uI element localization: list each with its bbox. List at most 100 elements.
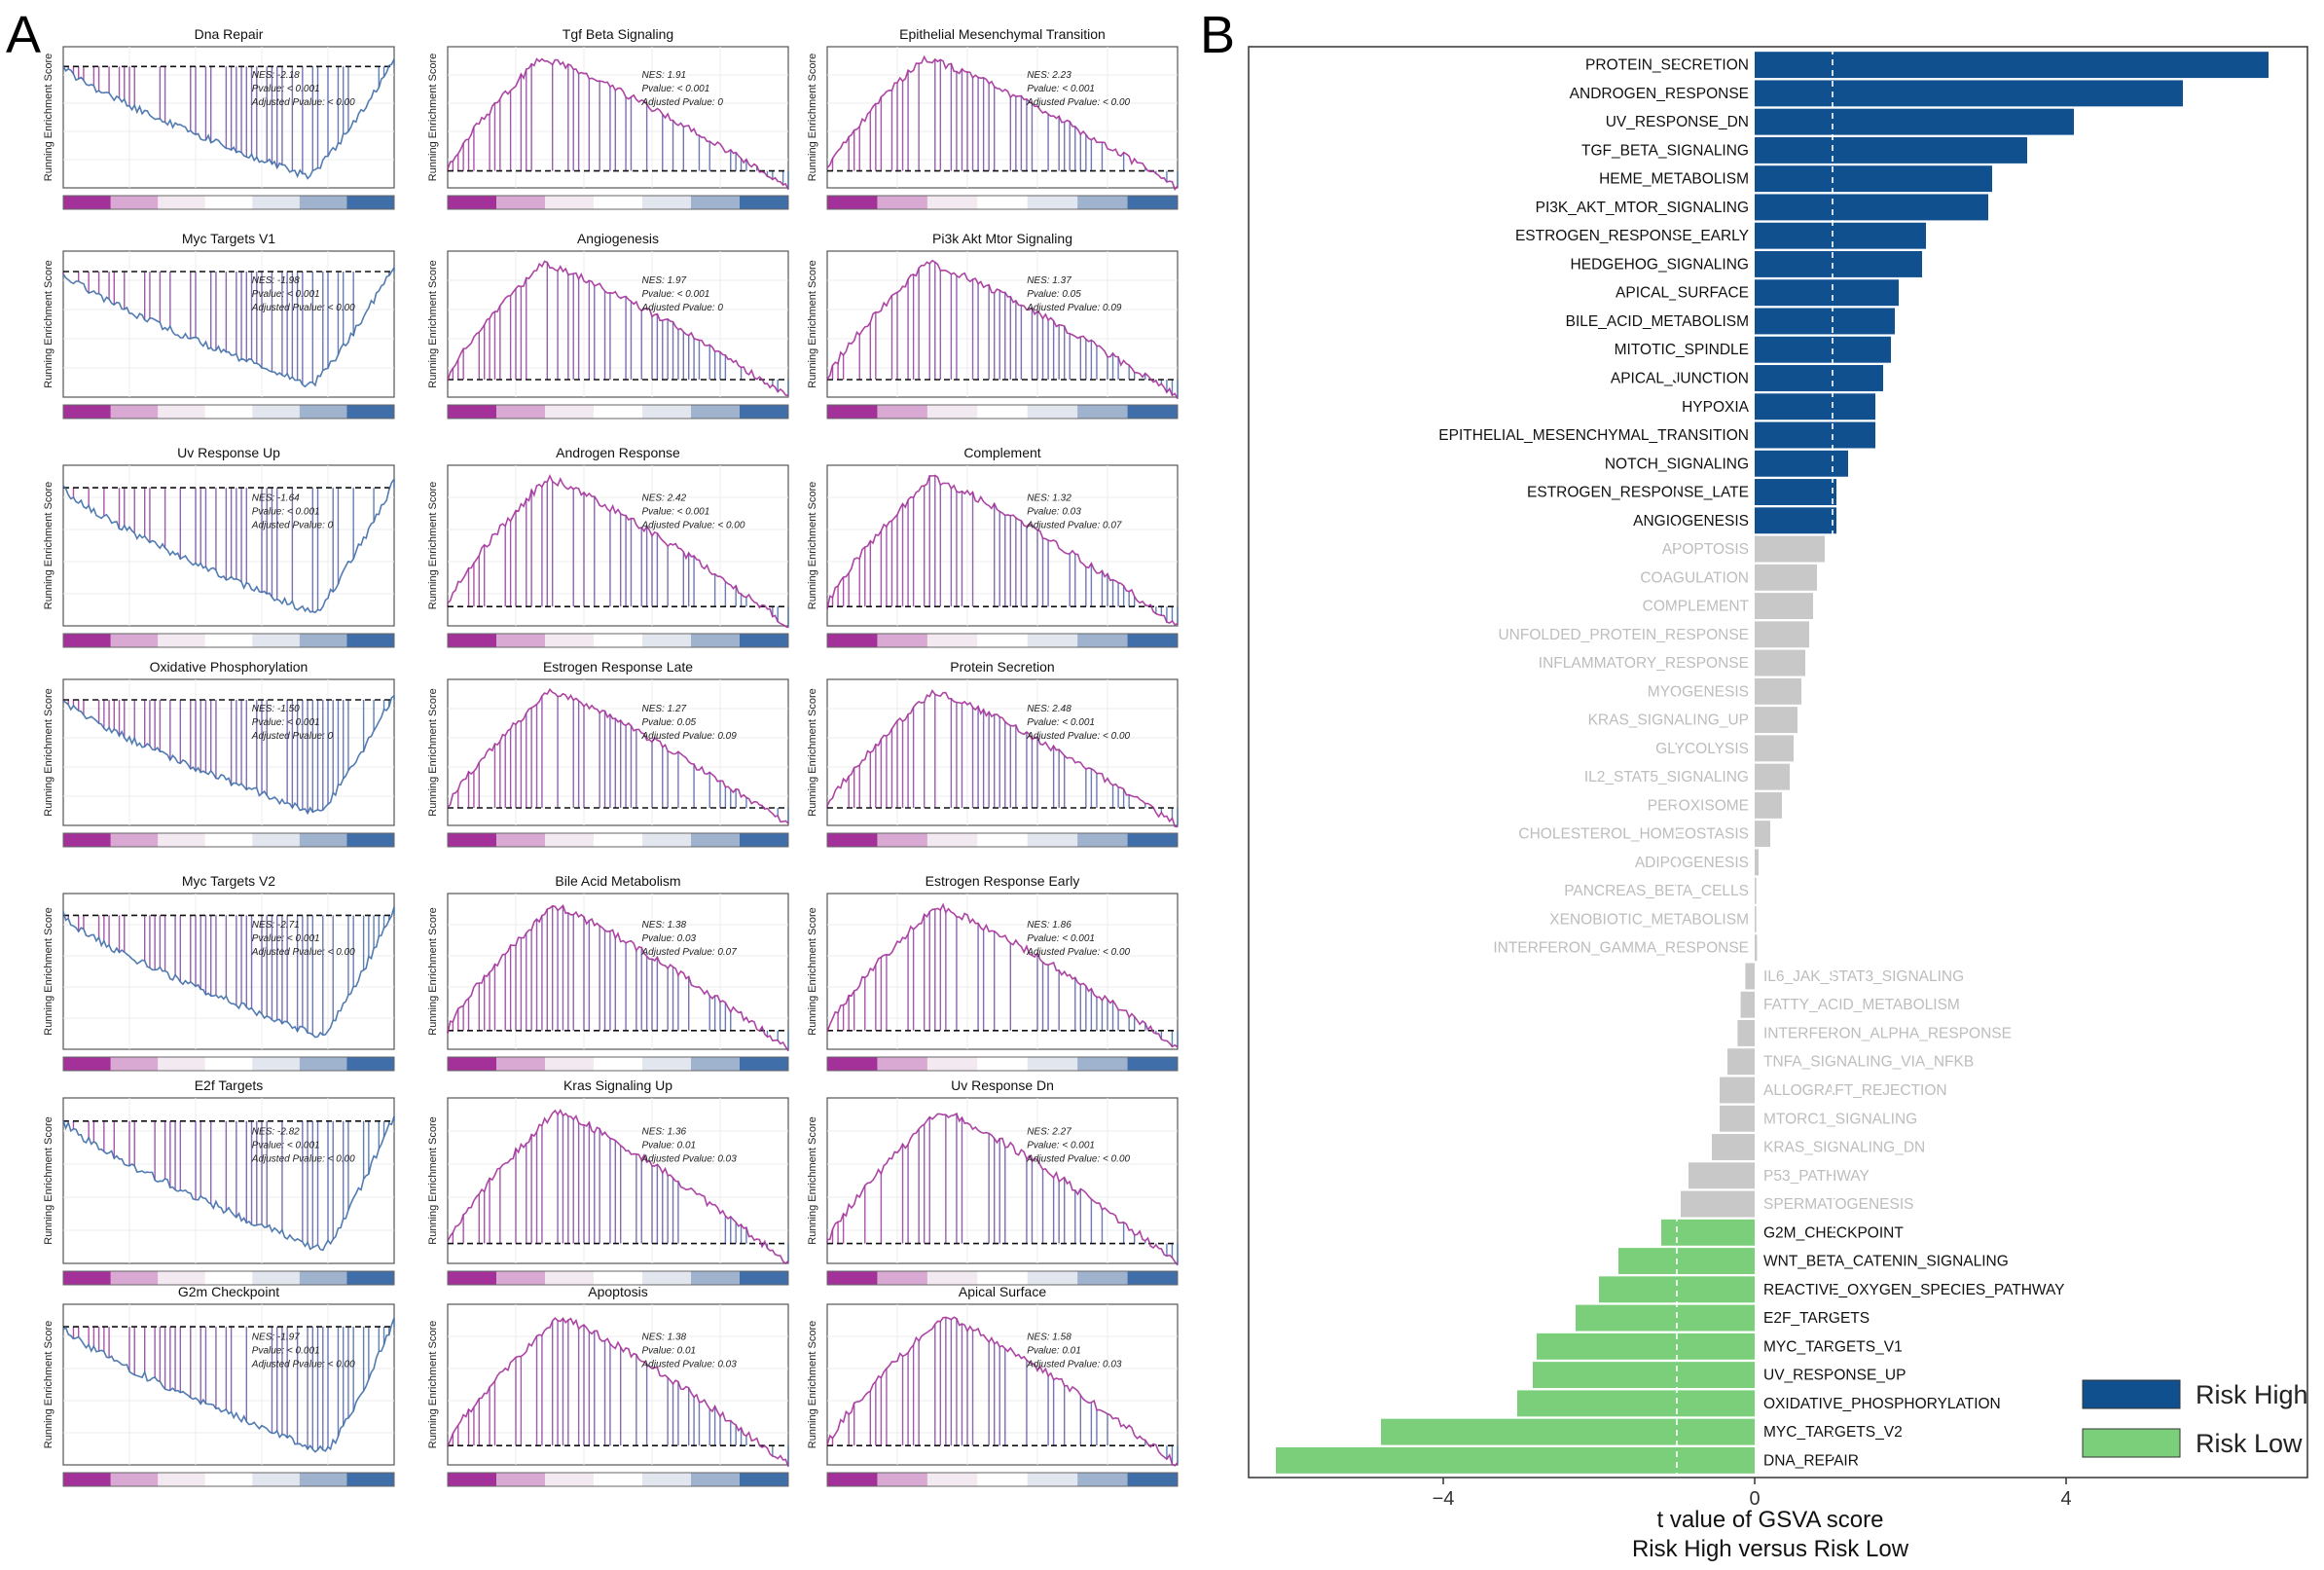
rank-strip-segment xyxy=(740,405,789,419)
gsea-plot-frame xyxy=(826,893,1179,1050)
rank-strip-segment xyxy=(448,1271,497,1285)
enrichment-curve xyxy=(447,904,789,1052)
rank-strip-frame xyxy=(62,633,395,648)
enrichment-curve xyxy=(62,58,395,180)
bar-label: MITOTIC_SPINDLE xyxy=(1615,342,1749,358)
enrichment-curve xyxy=(826,259,1179,400)
gsea-plot: Uv Response Dn Running Enrichment Score NE… xyxy=(807,1077,1179,1286)
rank-strip-segment xyxy=(204,196,253,209)
rank-strip-segment xyxy=(594,833,643,847)
rank-strip-segment xyxy=(877,405,928,419)
gsea-plot: Complement Running Enrichment Score NES: 1… xyxy=(807,445,1179,648)
bar-label: PI3K_AKT_MTOR_SIGNALING xyxy=(1536,200,1749,216)
rank-strip-segment xyxy=(1077,196,1129,209)
pvalue-text: Pvalue: < 0.001 xyxy=(252,289,320,300)
gsea-plot-title: Bile Acid Metabolism xyxy=(555,873,680,889)
bar-label: APICAL_SURFACE xyxy=(1616,285,1749,302)
gsea-plot: Pi3k Akt Mtor Signaling Running Enrichmen… xyxy=(807,231,1179,420)
gsea-plot-title: Kras Signaling Up xyxy=(563,1077,672,1093)
adj-pvalue-text: Adjusted Pvalue: 0.09 xyxy=(1026,303,1122,313)
nes-text: NES: -1.64 xyxy=(252,493,300,503)
bar xyxy=(1755,108,2074,135)
gsea-plot-title: Dna Repair xyxy=(195,26,264,42)
gsea-plot-title: E2f Targets xyxy=(195,1077,264,1093)
nes-text: NES: 1.58 xyxy=(1027,1332,1071,1342)
bar-label: REACTIVE_OXYGEN_SPECIES_PATHWAY xyxy=(1763,1282,2065,1298)
gsea-plot-frame xyxy=(447,678,789,826)
rank-strip-segment xyxy=(252,196,301,209)
y-axis-title: Running Enrichment Score xyxy=(427,1321,439,1448)
gsea-plot-title: Epithelial Mesenchymal Transition xyxy=(899,26,1106,42)
rank-strip-segment xyxy=(1127,634,1179,647)
legend-label-low: Risk Low xyxy=(2196,1429,2303,1458)
pvalue-text: Pvalue: < 0.001 xyxy=(252,506,320,517)
gsea-plot: E2f Targets Running Enrichment Score NES: … xyxy=(43,1077,395,1286)
rank-strip-frame xyxy=(62,832,395,848)
rank-strip-segment xyxy=(642,1057,692,1071)
gsea-plot: Uv Response Up Running Enrichment Score NE… xyxy=(43,445,395,648)
bar xyxy=(1755,393,1875,420)
gsea-plot: Apical Surface Running Enrichment Score NE… xyxy=(807,1284,1179,1487)
gsea-plot-title: Estrogen Response Late xyxy=(543,659,693,675)
nes-text: NES: 1.97 xyxy=(642,275,687,286)
adj-pvalue-text: Adjusted Pvalue: 0.03 xyxy=(641,1153,738,1164)
gsea-plot: Angiogenesis Running Enrichment Score NES:… xyxy=(427,231,789,420)
bar-label: COAGULATION xyxy=(1640,569,1749,586)
y-axis-title: Running Enrichment Score xyxy=(427,907,439,1035)
y-axis-title: Running Enrichment Score xyxy=(807,688,818,816)
rank-strip-segment xyxy=(346,1473,395,1486)
bar-label: HEME_METABOLISM xyxy=(1599,171,1749,188)
rank-strip-segment xyxy=(827,1057,878,1071)
rank-strip-segment xyxy=(877,1473,928,1486)
rank-strip-segment xyxy=(827,833,878,847)
bar xyxy=(1276,1446,1755,1474)
gsea-plot-frame xyxy=(826,1097,1179,1264)
y-axis-title: Running Enrichment Score xyxy=(43,907,54,1035)
bar-label: ADIPOGENESIS xyxy=(1635,855,1749,871)
bar-label: OXIDATIVE_PHOSPHORYLATION xyxy=(1763,1396,2001,1412)
bar xyxy=(1576,1304,1755,1332)
bar-label: UV_RESPONSE_UP xyxy=(1763,1368,1906,1384)
pvalue-text: Pvalue: < 0.001 xyxy=(642,84,710,94)
adj-pvalue-text: Adjusted Pvalue: < 0.00 xyxy=(1026,1153,1130,1164)
bar xyxy=(1720,1105,1755,1132)
rank-strip-segment xyxy=(740,634,789,647)
panel-label-b: B xyxy=(1200,6,1235,64)
bar xyxy=(1755,507,1836,534)
y-axis-title: Running Enrichment Score xyxy=(807,1116,818,1244)
rank-strip-frame xyxy=(62,1056,395,1072)
rank-strip-segment xyxy=(496,634,546,647)
nes-text: NES: 1.91 xyxy=(642,70,687,81)
gsea-plot-frame xyxy=(62,678,395,826)
rank-strip-segment xyxy=(642,196,692,209)
bar-label: HEDGEHOG_SIGNALING xyxy=(1571,256,1749,273)
enrichment-curve xyxy=(447,687,789,824)
pvalue-text: Pvalue: < 0.001 xyxy=(642,506,710,517)
panel-label-a: A xyxy=(6,6,41,64)
rank-strip-segment xyxy=(827,1473,878,1486)
rank-strip-segment xyxy=(252,634,301,647)
pvalue-text: Pvalue: < 0.001 xyxy=(252,84,320,94)
rank-strip-segment xyxy=(977,405,1029,419)
gsea-plot: Protein Secretion Running Enrichment Scor… xyxy=(807,659,1179,848)
bar-label: KRAS_SIGNALING_UP xyxy=(1588,712,1749,729)
bar xyxy=(1755,336,1891,363)
bar xyxy=(1755,791,1782,819)
gsea-plot-frame xyxy=(826,250,1179,398)
gsea-plot: Kras Signaling Up Running Enrichment Scor… xyxy=(427,1077,789,1286)
y-axis-title: Running Enrichment Score xyxy=(43,54,54,181)
rank-strip-segment xyxy=(110,833,159,847)
enrichment-curve xyxy=(826,474,1179,626)
pvalue-text: Pvalue: 0.01 xyxy=(1027,1345,1081,1356)
bar xyxy=(1755,52,2269,79)
bar xyxy=(1755,735,1794,762)
plot-frame xyxy=(1248,46,2308,1479)
rank-strip-segment xyxy=(691,1271,741,1285)
rank-strip-segment xyxy=(977,1271,1029,1285)
bar xyxy=(1618,1248,1755,1275)
rank-strip-segment xyxy=(1077,833,1129,847)
rank-strip-segment xyxy=(926,405,978,419)
pvalue-text: Pvalue: < 0.001 xyxy=(252,717,320,728)
gsea-plot-frame xyxy=(447,46,789,189)
legend-key-low xyxy=(2082,1428,2181,1458)
